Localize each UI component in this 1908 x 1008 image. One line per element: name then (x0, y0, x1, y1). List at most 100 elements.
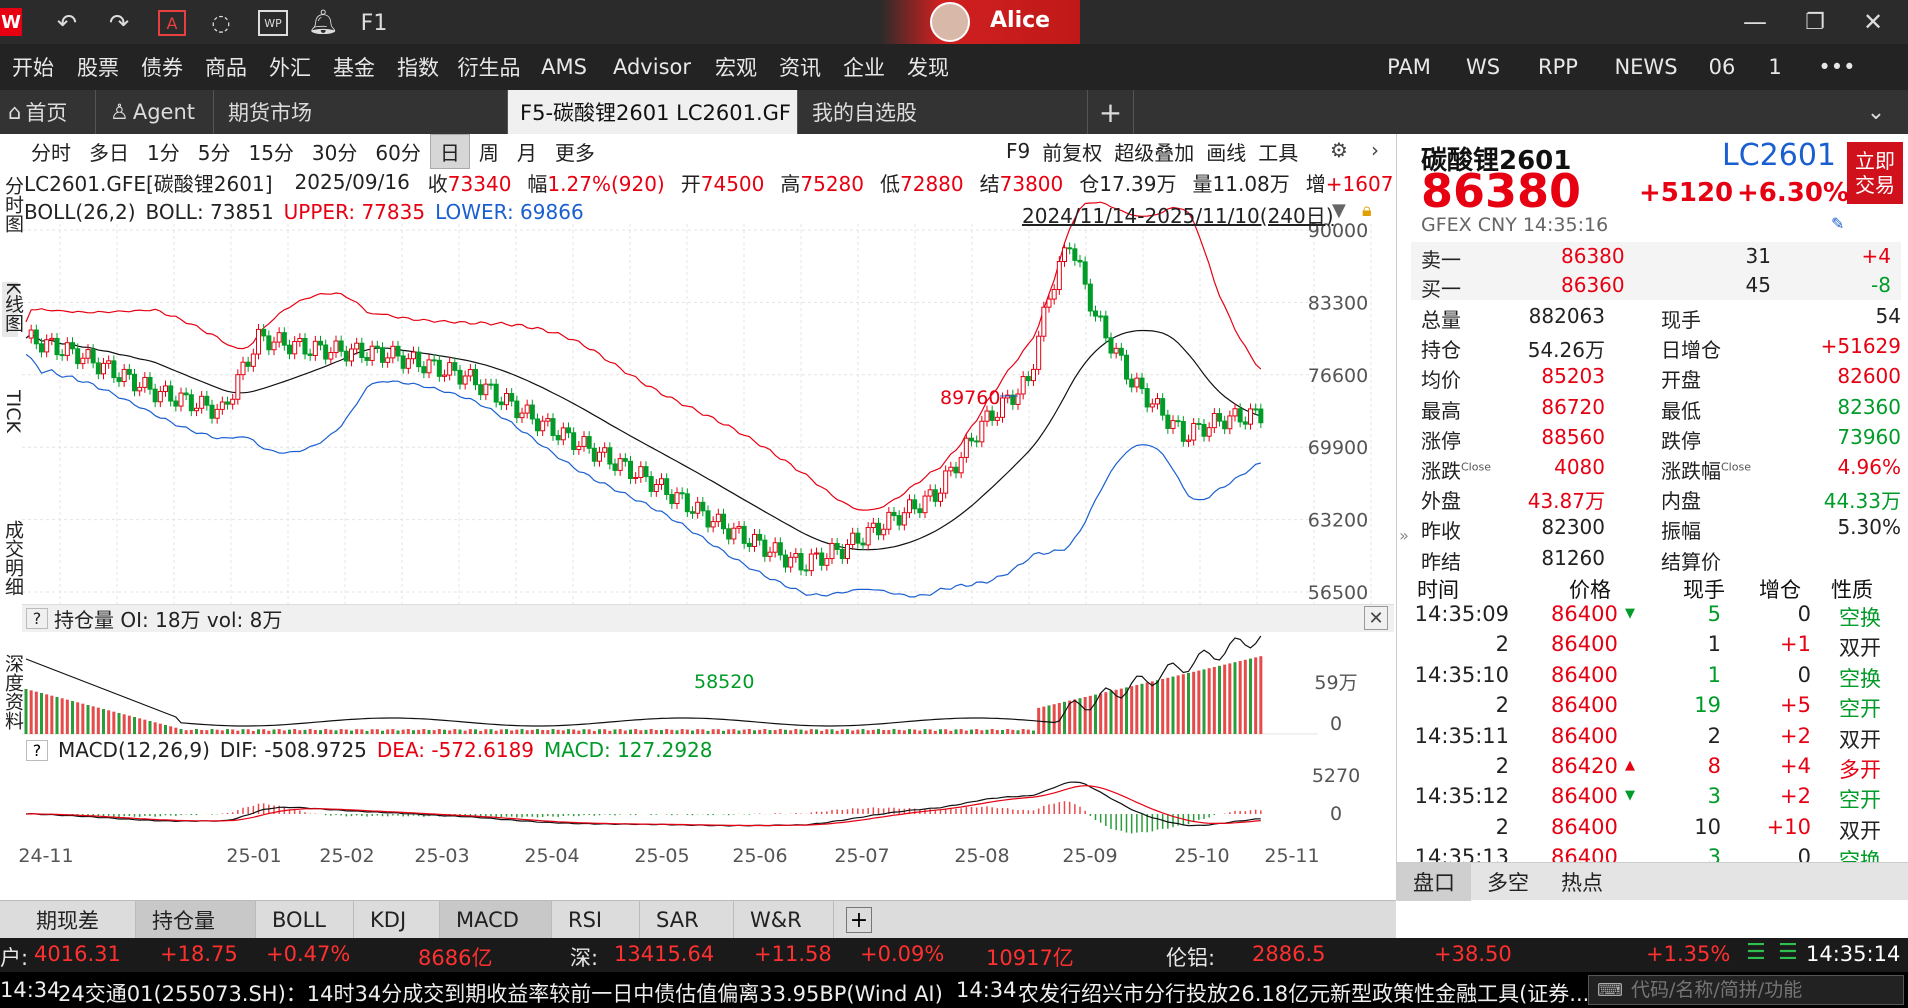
list-icon[interactable]: ☰ (1746, 940, 1766, 965)
period-4[interactable]: 15分 (248, 140, 294, 165)
tick-price: 86400 (1551, 784, 1618, 809)
menu-item-7[interactable]: 衍生品 (457, 56, 521, 80)
add-tab-button[interactable]: + (1088, 90, 1134, 134)
news-ticker: 14:34 24交通01(255073.SH)：14时34分成交到期收益率较前一… (0, 972, 1908, 1008)
search-box[interactable]: ⌨ (1588, 975, 1904, 1005)
panel-tab-1[interactable]: 多空 (1487, 870, 1529, 895)
panel-tab-2[interactable]: 热点 (1561, 870, 1603, 895)
period-9[interactable]: 月 (516, 140, 537, 165)
search-input[interactable] (1630, 979, 1901, 1001)
lock-icon[interactable]: 🔒︎ (1362, 200, 1372, 221)
chevron-down-icon[interactable]: ⌄ (1866, 99, 1886, 125)
menu-right-item-2[interactable]: RPP (1538, 55, 1578, 79)
menu-right-item-1[interactable]: WS (1465, 55, 1501, 79)
menu-item-0[interactable]: 开始 (12, 56, 54, 80)
candle-body (225, 401, 230, 405)
period-6[interactable]: 60分 (375, 140, 421, 165)
tick-vol: 3 (1707, 784, 1721, 809)
period-10[interactable]: 更多 (554, 140, 595, 165)
menu-item-6[interactable]: 指数 (397, 56, 439, 80)
side-tab-kline[interactable]: K线图 (2, 282, 24, 338)
minimize-icon[interactable]: — (1743, 8, 1767, 36)
undo-icon[interactable]: ↶ (56, 9, 78, 37)
period-7[interactable]: 日 (429, 133, 470, 169)
close-panel-icon[interactable]: ✕ (1364, 606, 1388, 630)
menu-right-item-0[interactable]: PAM (1387, 55, 1431, 79)
menu-item-4[interactable]: 外汇 (269, 56, 311, 80)
candle-body (1232, 408, 1238, 417)
macd-help-button[interactable]: ? (26, 739, 48, 761)
side-tab-trades[interactable]: 成交明细 (2, 520, 24, 601)
settings-gear-icon[interactable]: ⚙ (1330, 138, 1348, 162)
menu-item-1[interactable]: 股票 (77, 56, 119, 80)
menu-item-10[interactable]: 宏观 (715, 56, 757, 80)
date-range[interactable]: 2024/11/14-2025/11/10(240日) (1022, 204, 1334, 228)
tab-futures-market[interactable]: 期货市场 (214, 90, 508, 134)
app-logo[interactable]: W (0, 8, 22, 36)
tab-active-lc2601[interactable]: F5-碳酸锂2601 LC2601.GF (508, 90, 798, 134)
period-2[interactable]: 1分 (147, 140, 180, 165)
tab-agent[interactable]: ♙ Agent (96, 90, 214, 134)
redo-icon[interactable]: ↷ (108, 9, 130, 37)
period-8[interactable]: 周 (478, 140, 499, 165)
edit-icon[interactable]: ✎ (1831, 214, 1845, 233)
indicator-tab-4[interactable]: MACD (440, 901, 552, 939)
tool-2[interactable]: 超级叠加 (1114, 140, 1195, 165)
menu-item-11[interactable]: 资讯 (779, 56, 821, 80)
period-1[interactable]: 多日 (89, 140, 129, 165)
menu-item-13[interactable]: 发现 (907, 56, 949, 80)
indicator-tab-7[interactable]: W&R (734, 901, 834, 939)
candle-body (803, 569, 809, 572)
news-item-1[interactable]: 24交通01(255073.SH)：14时34分成交到期收益率较前一日中债估值偏… (58, 982, 943, 1006)
restore-icon[interactable]: ❐ (1805, 9, 1825, 35)
oi-help-button[interactable]: ? (26, 608, 48, 629)
screenshot-icon[interactable]: A (158, 10, 186, 36)
wp-icon[interactable]: WP (258, 10, 288, 36)
indicator-tab-0[interactable]: 期现差 (20, 901, 136, 939)
menu-item-12[interactable]: 企业 (843, 56, 885, 80)
collapse-arrow-icon[interactable]: » (1399, 525, 1409, 545)
candle-body (948, 466, 954, 472)
menu-item-5[interactable]: 基金 (333, 56, 375, 80)
menu-right-item-3[interactable]: NEWS (1614, 55, 1678, 79)
menu-item-3[interactable]: 商品 (205, 56, 247, 80)
menu-right-item-4[interactable]: 06 (1708, 55, 1736, 79)
price-axis-label: 83300 (1308, 292, 1368, 314)
bell-icon[interactable]: 🔔︎ (307, 8, 339, 36)
f1-help-icon[interactable]: F1 (360, 10, 388, 36)
indicator-tab-6[interactable]: SAR (640, 901, 734, 939)
indicator-tab-1[interactable]: 持仓量 (136, 901, 256, 939)
menu-right-item-6[interactable]: ••• (1818, 55, 1856, 79)
chart-canvas[interactable]: 90000 83300 76600 69900 63200 56500 89760 58520… (0, 134, 1396, 900)
indicator-tab-3[interactable]: KDJ (354, 901, 440, 939)
panel-tab-0[interactable]: 盘口 (1397, 862, 1471, 901)
chat-icon[interactable]: ◌ (211, 10, 231, 36)
side-tab-minute[interactable]: 分时图 (2, 176, 24, 238)
tool-1[interactable]: 前复权 (1042, 140, 1103, 165)
menu-item-8[interactable]: AMS (541, 55, 587, 79)
list2-icon[interactable]: ☰ (1778, 940, 1798, 965)
period-5[interactable]: 30分 (311, 140, 358, 165)
trade-now-button[interactable]: 立即交易 (1847, 142, 1903, 204)
menu-item-9[interactable]: Advisor (612, 55, 691, 79)
tool-0[interactable]: F9 (1006, 139, 1031, 163)
chevron-right-icon[interactable]: › (1371, 138, 1379, 162)
side-tab-tick[interactable]: TICK (2, 390, 24, 438)
add-indicator-icon[interactable]: + (846, 907, 872, 933)
period-3[interactable]: 5分 (197, 140, 231, 165)
menu-right-item-5[interactable]: 1 (1768, 55, 1782, 79)
user-banner[interactable]: Alice (880, 0, 1080, 44)
news-item-2[interactable]: 农发行绍兴市分行投放26.18亿元新型政策性金融工具(证券... (1018, 982, 1590, 1006)
tool-4[interactable]: 工具 (1258, 140, 1299, 165)
tool-3[interactable]: 画线 (1206, 140, 1247, 165)
menu-item-2[interactable]: 债券 (141, 56, 183, 80)
period-0[interactable]: 分时 (31, 140, 71, 165)
candle-body (214, 408, 220, 419)
indicator-tab-2[interactable]: BOLL (256, 901, 354, 939)
triangle-down-icon[interactable]: ▼ (1332, 200, 1346, 221)
side-tab-depth[interactable]: 深度资料 (2, 654, 24, 735)
tab-home[interactable]: ⌂ 首页 (0, 90, 96, 134)
tab-watchlist[interactable]: 我的自选股 (798, 90, 1088, 134)
indicator-tab-5[interactable]: RSI (552, 901, 640, 939)
close-icon[interactable]: ✕ (1862, 8, 1884, 36)
